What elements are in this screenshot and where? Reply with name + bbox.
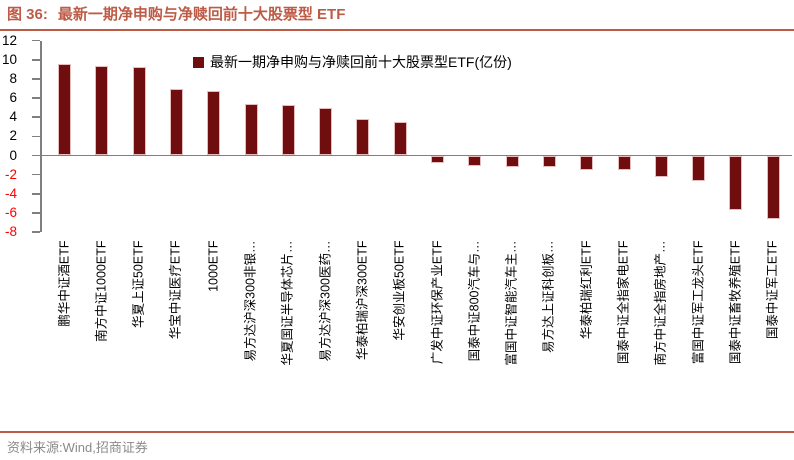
x-axis-label: 鹏华中证酒ETF (57, 240, 71, 327)
y-tick-label: -2 (4, 166, 17, 182)
bar (729, 155, 743, 211)
y-tick-label: 10 (1, 51, 17, 67)
x-axis-label: 南方中证1000ETF (94, 240, 109, 342)
y-tick-label: 4 (9, 109, 17, 125)
legend-marker-icon (193, 56, 204, 68)
chart-legend: 最新一期净申购与净赎回前十大股票型ETF(亿份) (193, 52, 512, 72)
x-axis-label: 富国中证智能汽车主… (504, 240, 519, 366)
source-note: 资料来源:Wind,招商证券 (7, 440, 148, 455)
x-axis-label: 广发中证环保产业ETF (430, 240, 444, 365)
source-divider (0, 431, 794, 433)
y-tick-label: 12 (1, 32, 17, 48)
bar (169, 89, 183, 156)
bar (542, 155, 556, 167)
y-tick-mark (32, 135, 40, 138)
y-tick-mark (32, 231, 40, 233)
y-tick-label: -6 (4, 204, 17, 220)
y-tick-label: -8 (4, 224, 17, 240)
bar (505, 155, 519, 167)
y-tick-mark (32, 97, 40, 99)
bar (692, 155, 706, 182)
y-tick-label: 8 (9, 70, 17, 86)
zero-axis-line (40, 154, 792, 157)
bar (393, 122, 407, 156)
y-tick-mark (32, 59, 40, 61)
bar (319, 107, 333, 156)
bar (766, 155, 780, 219)
x-axis-label: 华泰柏瑞沪深300ETF (355, 240, 370, 360)
x-axis-label: 易方达上证科创板… (541, 240, 556, 354)
bar (617, 155, 631, 170)
y-tick-mark (32, 212, 40, 214)
x-axis-label: 华安创业板50ETF (392, 240, 407, 341)
x-axis-label: 富国中证军工龙头ETF (691, 240, 706, 365)
y-tick-label: -4 (4, 185, 17, 201)
y-tick-mark (32, 154, 40, 157)
bar (58, 63, 71, 156)
figure-number: 图 36: (7, 6, 48, 23)
x-axis-label: 易方达沪深300医药… (318, 240, 333, 362)
legend-label: 最新一期净申购与净赎回前十大股票型ETF(亿份) (210, 54, 512, 70)
x-axis-label: 国泰中证800汽车与… (467, 240, 482, 362)
x-axis-label: 华夏上证50ETF (131, 240, 146, 329)
x-axis-label: 1000ETF (206, 240, 221, 292)
y-tick-mark (32, 78, 40, 80)
y-tick-label: 6 (9, 90, 17, 106)
bar (132, 67, 146, 156)
bar (95, 65, 109, 156)
bar (207, 91, 221, 156)
bar (244, 103, 258, 156)
y-tick-mark (32, 193, 40, 195)
y-tick-label: 2 (9, 128, 17, 144)
y-tick-mark (32, 39, 40, 42)
y-tick-mark (32, 116, 40, 118)
x-axis-label: 国泰中证畜牧养殖ETF (728, 240, 743, 365)
bar (580, 155, 594, 170)
bar (356, 119, 370, 156)
figure-title: 图 36: 最新一期净申购与净赎回前十大股票型 ETF (7, 3, 345, 24)
bar (431, 155, 444, 164)
x-axis-label: 华宝中证医疗ETF (168, 240, 183, 340)
y-tick-mark (32, 173, 40, 176)
x-axis-label: 华泰柏瑞红利ETF (579, 240, 594, 340)
bar (654, 155, 668, 177)
x-axis-label: 易方达沪深300非银… (243, 240, 258, 362)
x-axis-label: 华夏国证半导体芯片… (280, 240, 295, 366)
x-axis-label: 国泰中证军工ETF (765, 240, 780, 340)
bar (468, 155, 482, 167)
x-axis-label: 南方中证全指房地产… (653, 240, 668, 366)
title-underline (0, 29, 794, 31)
y-tick-label: 0 (9, 147, 17, 163)
bar (281, 104, 295, 156)
x-axis-label: 国泰中证全指家电ETF (616, 240, 631, 365)
y-axis-line (40, 40, 42, 233)
figure-title-text: 最新一期净申购与净赎回前十大股票型 ETF (57, 6, 346, 23)
